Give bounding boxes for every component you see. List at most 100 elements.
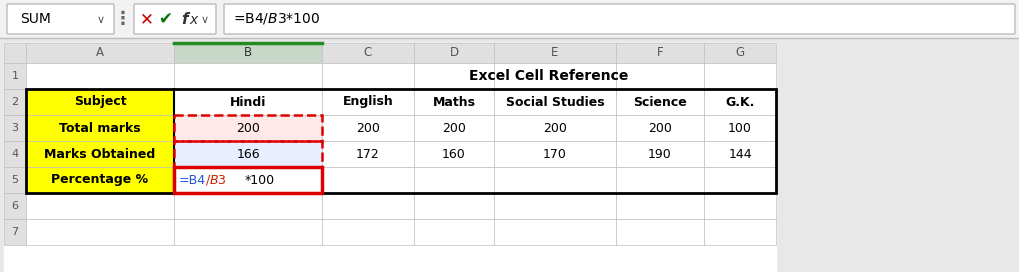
Bar [704,43,776,63]
Text: f: f [181,13,189,27]
Text: 200: 200 [648,122,672,134]
Bar [4,115,26,141]
Bar [174,167,322,193]
Bar [322,115,414,141]
Bar [322,89,414,115]
Text: C: C [364,47,372,60]
Bar [616,63,704,89]
Text: =B4/$B$3*100: =B4/$B$3*100 [233,11,320,26]
Bar [174,141,322,167]
Bar [616,167,704,193]
Bar [322,193,414,219]
Bar [704,115,776,141]
Bar [322,167,414,193]
Text: 1: 1 [11,71,18,81]
Bar [4,89,26,115]
Bar [26,89,174,115]
Text: =B4: =B4 [179,174,206,187]
Text: 7: 7 [11,227,18,237]
Text: G: G [736,47,745,60]
Text: 200: 200 [356,122,380,134]
Text: Total marks: Total marks [59,122,141,134]
Bar [494,43,616,63]
Text: /$B$3: /$B$3 [205,173,226,187]
Text: E: E [551,47,558,60]
Bar [26,193,174,219]
Bar [616,219,704,245]
Bar [616,89,704,115]
Text: 4: 4 [11,149,18,159]
Bar [26,219,174,245]
Text: 5: 5 [11,175,18,185]
Bar [494,89,616,115]
Bar [4,167,26,193]
Text: Subject: Subject [73,95,126,109]
Bar [414,63,494,89]
Text: B: B [244,47,252,60]
Bar [616,193,704,219]
Text: ∨: ∨ [97,15,105,25]
Bar [494,141,616,167]
Text: Social Studies: Social Studies [505,95,604,109]
Bar [414,193,494,219]
Bar [26,167,174,193]
Text: D: D [449,47,459,60]
Bar [322,43,414,63]
Bar [174,43,322,63]
Text: 170: 170 [543,147,567,160]
Bar [414,89,494,115]
Bar [704,63,776,89]
Text: 190: 190 [648,147,672,160]
Text: Science: Science [633,95,687,109]
Text: 200: 200 [236,122,260,134]
Bar [704,141,776,167]
Bar [174,141,322,167]
Bar [322,141,414,167]
Bar [26,141,174,167]
Text: A: A [96,47,104,60]
Bar [322,63,414,89]
Text: 172: 172 [356,147,380,160]
Text: English: English [342,95,393,109]
Bar [174,63,322,89]
Bar [26,89,776,193]
Bar [494,63,616,89]
Bar [4,43,776,272]
Text: Maths: Maths [432,95,476,109]
Text: 6: 6 [11,201,18,211]
Bar [494,167,616,193]
Bar [414,219,494,245]
Bar [174,115,322,141]
Bar [322,219,414,245]
FancyBboxPatch shape [224,4,1015,34]
Text: ∨: ∨ [201,15,209,25]
Text: Hindi: Hindi [230,95,266,109]
Text: Percentage %: Percentage % [51,174,149,187]
Bar [174,167,322,193]
Bar [4,193,26,219]
Bar [4,141,26,167]
Text: 3: 3 [11,123,18,133]
Text: Excel Cell Reference: Excel Cell Reference [470,69,629,83]
Bar [616,43,704,63]
Text: SUM: SUM [20,12,51,26]
Bar [174,115,322,141]
Text: 100: 100 [728,122,752,134]
Bar [704,167,776,193]
Bar [414,115,494,141]
Text: 144: 144 [729,147,752,160]
Bar [26,43,174,63]
Bar [174,89,322,115]
Bar [616,141,704,167]
Text: 166: 166 [236,147,260,160]
Bar [174,193,322,219]
FancyBboxPatch shape [7,4,114,34]
Bar [0,0,1019,38]
Bar [4,43,26,63]
Bar [4,219,26,245]
Bar [704,219,776,245]
Bar [704,89,776,115]
Text: ⋮: ⋮ [114,10,132,28]
Bar [26,115,174,141]
Text: Marks Obtained: Marks Obtained [45,147,156,160]
